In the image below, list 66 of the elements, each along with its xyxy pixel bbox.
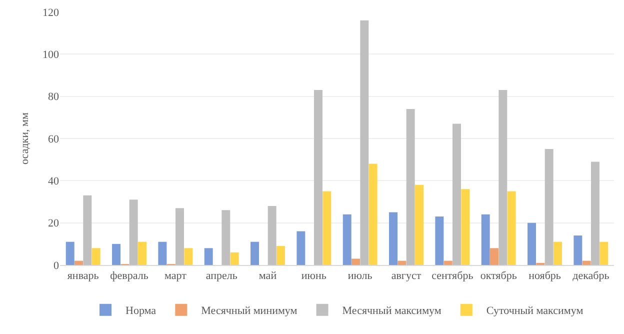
y-tick-label: 60 [48, 133, 60, 146]
bar [184, 248, 193, 265]
y-tick-label: 0 [54, 260, 60, 272]
bar [268, 206, 276, 265]
bar [406, 108, 415, 265]
bar [498, 90, 508, 265]
bar [600, 242, 608, 265]
x-tick-label: апрель [206, 270, 238, 282]
bar [314, 90, 322, 265]
bar [176, 208, 184, 265]
bar [528, 222, 536, 265]
bar [112, 244, 121, 265]
x-tick-label: июнь [301, 270, 326, 282]
y-tick-label: 100 [42, 49, 60, 62]
bar [74, 260, 83, 265]
bar [490, 248, 498, 265]
bar [296, 231, 306, 265]
x-tick-label: июль [348, 270, 372, 282]
legend-label: Норма [126, 305, 156, 318]
y-axis-title: осадки, мм [19, 112, 31, 164]
bar [92, 248, 100, 265]
bar [204, 248, 213, 265]
y-tick-label: 40 [48, 176, 60, 188]
bar [222, 210, 230, 265]
bar [138, 242, 146, 265]
bar [553, 242, 562, 265]
x-tick-label: январь [67, 270, 99, 282]
x-tick-label: сентябрь [432, 270, 474, 282]
legend-label: Суточный максимум [486, 305, 584, 318]
bar [389, 212, 398, 265]
bar [322, 191, 332, 265]
bar [129, 200, 138, 265]
bar [368, 164, 378, 265]
legend-label: Месячный минимум [201, 305, 298, 318]
x-tick-label: ноябрь [528, 270, 561, 282]
x-tick-label: март [164, 270, 187, 282]
bar [435, 216, 444, 265]
bar [83, 195, 92, 265]
bar [230, 252, 239, 265]
bar [452, 124, 461, 265]
bar [398, 260, 406, 265]
bar [582, 260, 591, 265]
bar [461, 189, 470, 265]
bar [352, 258, 360, 265]
y-tick-label: 120 [42, 6, 60, 19]
bar [591, 162, 600, 265]
y-tick-label: 20 [48, 218, 60, 230]
x-tick-label: август [391, 270, 422, 282]
bar [250, 242, 260, 265]
x-tick-label: октябрь [480, 270, 517, 282]
bar [342, 214, 352, 265]
bar [360, 20, 369, 265]
bar [544, 149, 554, 265]
y-tick-label: 80 [48, 91, 60, 104]
bar [276, 246, 285, 265]
x-tick-label: февраль [110, 270, 148, 282]
bar [158, 242, 167, 265]
x-tick-label: декабрь [572, 270, 610, 282]
bar [414, 184, 424, 265]
bar [444, 260, 452, 265]
bar [66, 242, 74, 265]
bar [574, 235, 582, 265]
legend-label: Месячный максимум [342, 305, 442, 318]
x-tick-label: май [258, 270, 277, 282]
bar [507, 191, 516, 265]
bar [481, 214, 490, 265]
